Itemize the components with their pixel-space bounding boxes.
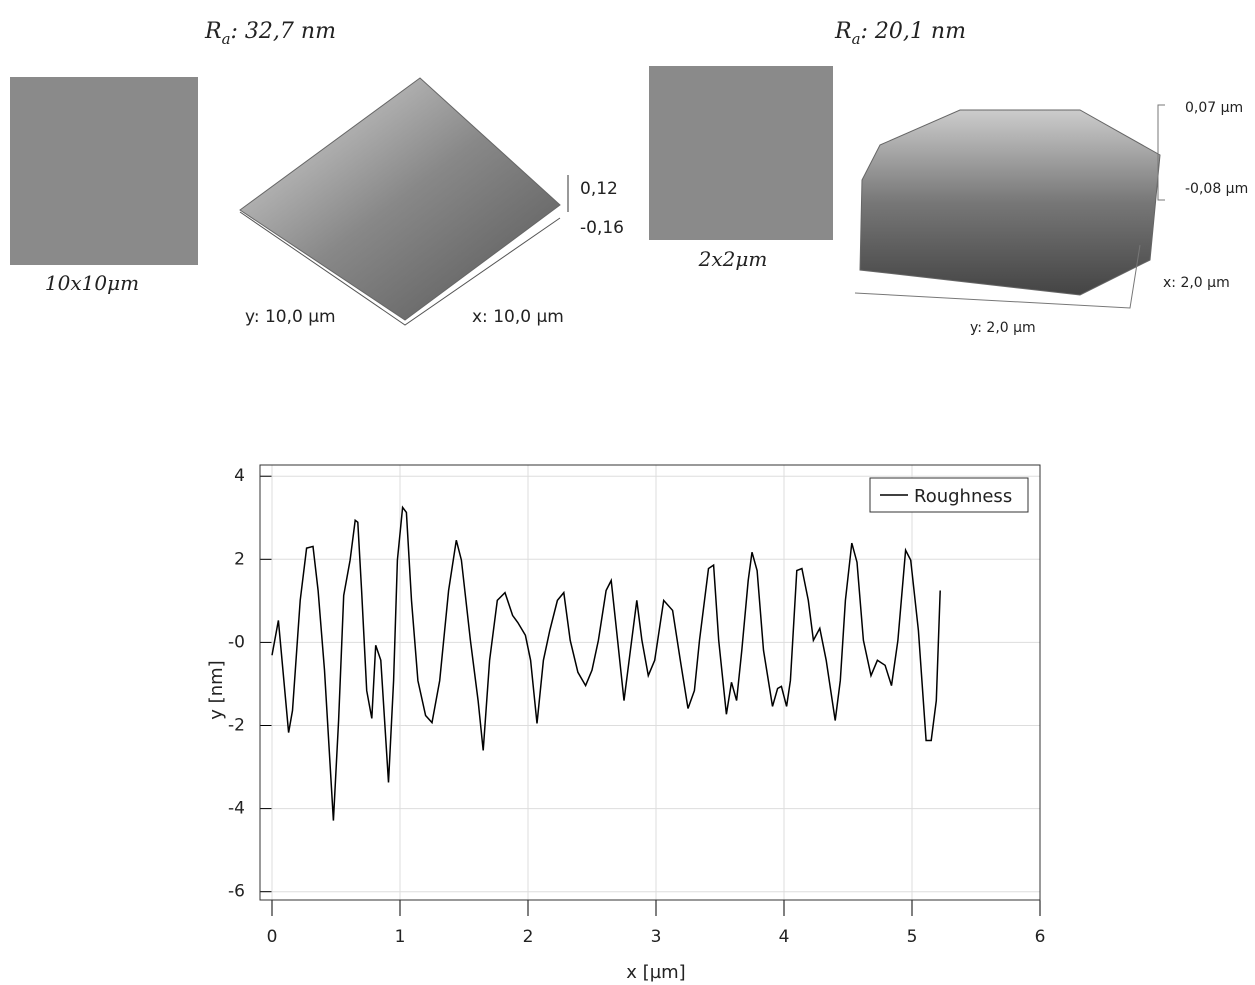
x-axis-label: x [µm] <box>626 962 685 983</box>
z-low: -0,16 <box>580 218 624 238</box>
surface-3d <box>239 77 561 321</box>
y-tick-label: 2 <box>234 549 245 569</box>
afm-image <box>10 77 198 265</box>
scan-label: 2x2μm <box>698 247 768 271</box>
surface-axes <box>239 211 561 326</box>
x-tick-label: 5 <box>907 927 918 947</box>
x-tick-label: 6 <box>1035 927 1046 947</box>
x-tick-label: 1 <box>395 927 406 947</box>
z-low: -0,08 µm <box>1185 181 1248 197</box>
legend-label: Roughness <box>914 486 1012 507</box>
x-tick-label: 3 <box>651 927 662 947</box>
y-tick-label: -2 <box>228 716 245 736</box>
x-size: x: 10,0 µm <box>472 307 564 327</box>
scan-label: 10x10μm <box>45 271 139 295</box>
z-scale <box>1157 104 1165 201</box>
plot-frame <box>259 464 1041 901</box>
ra-label: Ra: 20,1 nm <box>834 19 966 48</box>
surface-3d <box>859 109 1161 296</box>
chart: 4 2 -0 -2 -4 -6 0 1 2 3 4 5 6 x [µm] y [nm] Roughness <box>206 464 1046 983</box>
afm-image <box>649 66 833 240</box>
ra-label: Ra: 32,7 nm <box>204 19 336 48</box>
x-tick-label: 2 <box>523 927 534 947</box>
surface-axes <box>854 244 1141 309</box>
y-tick-label: -0 <box>228 632 245 652</box>
y-tick-label: -6 <box>228 882 245 902</box>
x-size: x: 2,0 µm <box>1163 275 1230 291</box>
z-high: 0,12 <box>580 179 618 199</box>
data-line <box>271 505 941 821</box>
y-axis-label: y [nm] <box>206 660 227 719</box>
y-tick-label: -4 <box>228 799 245 819</box>
y-size: y: 10,0 µm <box>245 307 336 327</box>
y-tick-label: 4 <box>234 466 245 486</box>
x-tick-label: 4 <box>779 927 790 947</box>
y-size: y: 2,0 µm <box>970 320 1036 336</box>
z-high: 0,07 µm <box>1185 100 1243 116</box>
x-tick-label: 0 <box>267 927 278 947</box>
